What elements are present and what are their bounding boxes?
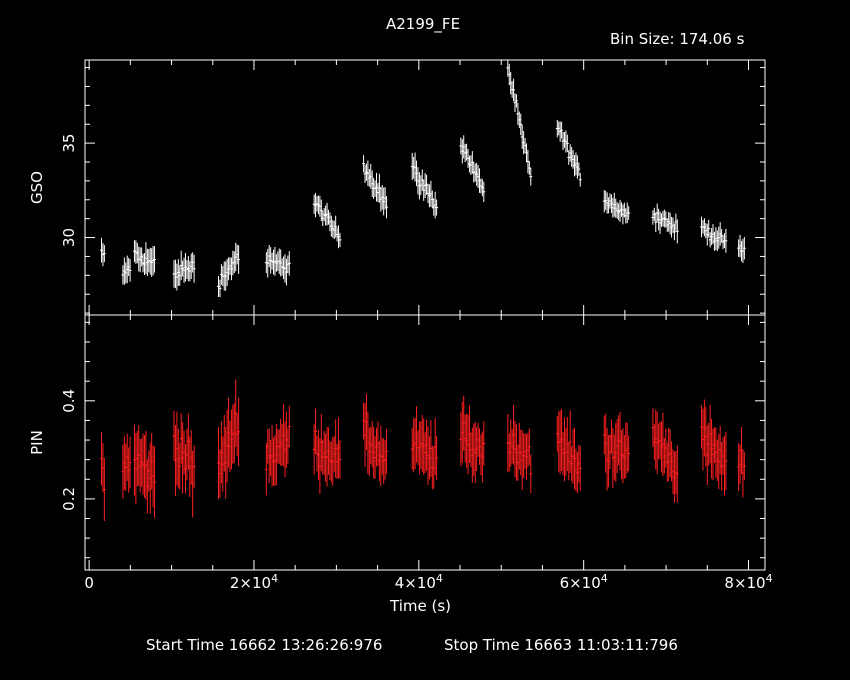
chart-title: A2199_FE [386,15,461,33]
gso-panel: 30 35 GSO [28,59,766,316]
bin-size-label: Bin Size: 174.06 s [610,30,745,48]
start-time-label: Start Time 16662 13:26:26:976 [146,636,383,654]
gso-ytick-label: 30 [60,228,78,247]
x-tick-label: 4×104 [395,572,443,592]
x-tick-label: 8×104 [724,572,772,592]
pin-ylabel: PIN [28,430,46,455]
stop-time-label: Stop Time 16663 11:03:11:796 [444,636,678,654]
pin-ytick-label: 0.4 [60,389,78,413]
pin-frame [84,314,766,571]
x-tick-label: 2×104 [230,572,278,592]
gso-ylabel: GSO [28,171,46,204]
x-axis-label: Time (s) [390,597,451,615]
pin-ytick-label: 0.2 [60,487,78,511]
x-tick-label: 0 [84,574,94,592]
gso-ytick-label: 35 [60,134,78,153]
pin-panel: 0.2 0.4 PIN [28,314,766,571]
x-axis: 0 2×104 4×104 6×104 8×104 [84,572,772,592]
x-tick-label: 6×104 [560,572,608,592]
